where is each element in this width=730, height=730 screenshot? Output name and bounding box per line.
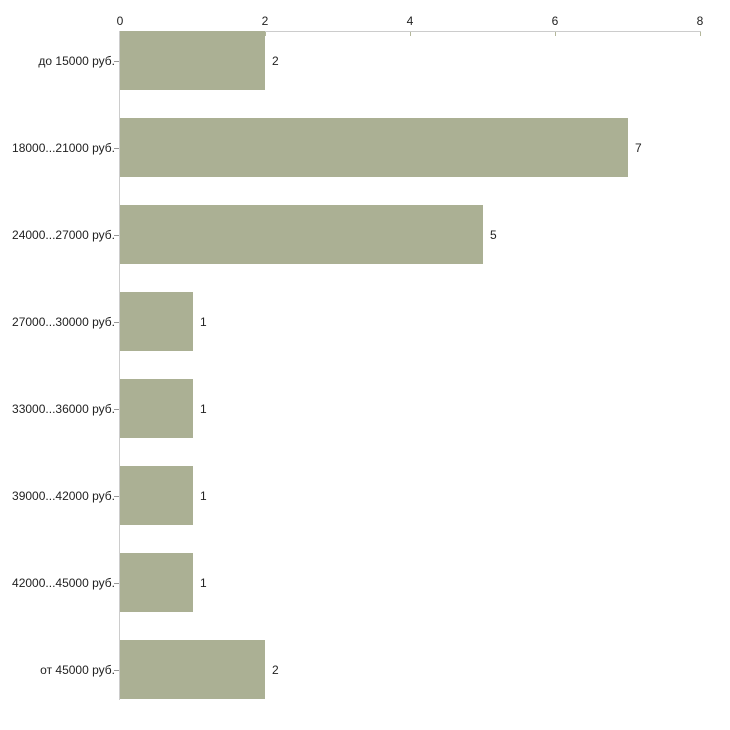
value-label: 1 xyxy=(200,315,207,329)
bar xyxy=(120,292,193,351)
x-tick-label: 0 xyxy=(116,14,124,28)
category-label: до 15000 руб. xyxy=(38,54,115,68)
value-label: 1 xyxy=(200,576,207,590)
x-tick-mark xyxy=(410,32,411,36)
y-axis-line xyxy=(119,31,120,700)
bar xyxy=(120,379,193,438)
category-tick-mark xyxy=(114,148,119,149)
bar xyxy=(120,553,193,612)
x-tick-label: 8 xyxy=(696,14,704,28)
category-tick-mark xyxy=(114,496,119,497)
value-label: 1 xyxy=(200,489,207,503)
category-tick-mark xyxy=(114,409,119,410)
category-label: 33000...36000 руб. xyxy=(12,402,115,416)
category-tick-mark xyxy=(114,670,119,671)
bar xyxy=(120,205,483,264)
category-label: 27000...30000 руб. xyxy=(12,315,115,329)
bar xyxy=(120,640,265,699)
category-label: 39000...42000 руб. xyxy=(12,489,115,503)
x-tick-label: 4 xyxy=(406,14,414,28)
category-label: 42000...45000 руб. xyxy=(12,576,115,590)
category-label: 24000...27000 руб. xyxy=(12,228,115,242)
category-label: 18000...21000 руб. xyxy=(12,141,115,155)
x-tick-mark xyxy=(555,32,556,36)
bar xyxy=(120,466,193,525)
value-label: 5 xyxy=(490,228,497,242)
value-label: 1 xyxy=(200,402,207,416)
bar xyxy=(120,118,628,177)
category-label: от 45000 руб. xyxy=(40,663,115,677)
value-label: 2 xyxy=(272,54,279,68)
x-tick-mark xyxy=(265,32,266,36)
category-tick-mark xyxy=(114,322,119,323)
value-label: 7 xyxy=(635,141,642,155)
value-label: 2 xyxy=(272,663,279,677)
x-tick-label: 6 xyxy=(551,14,559,28)
category-tick-mark xyxy=(114,61,119,62)
x-tick-label: 2 xyxy=(261,14,269,28)
category-tick-mark xyxy=(114,235,119,236)
x-axis-line xyxy=(120,31,701,32)
bar xyxy=(120,31,265,90)
category-tick-mark xyxy=(114,583,119,584)
x-tick-mark xyxy=(700,32,701,36)
